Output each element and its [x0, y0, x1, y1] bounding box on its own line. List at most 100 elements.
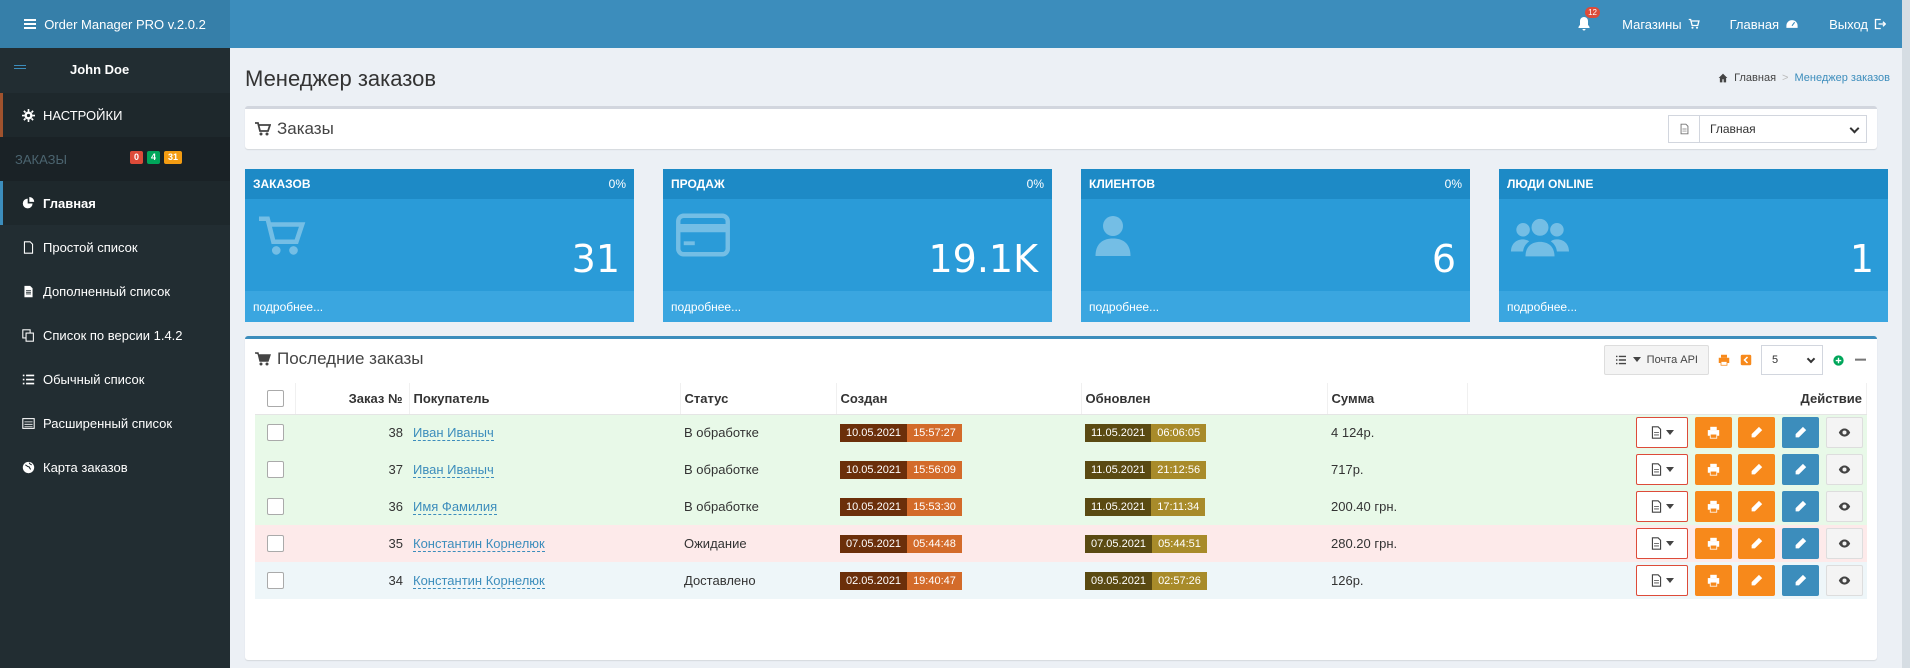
select-all-checkbox[interactable]: [267, 389, 284, 407]
print-button[interactable]: [1694, 417, 1732, 449]
stat-sales: ПРОДАЖ 0% 19.1K подробнее...: [663, 169, 1052, 322]
quick-edit-button[interactable]: [1738, 528, 1776, 559]
add-circle-icon[interactable]: [1831, 353, 1845, 367]
edit-button[interactable]: [1781, 491, 1819, 522]
buyer-link[interactable]: Иван Иваныч: [413, 425, 494, 442]
document-dropdown-button[interactable]: [1636, 565, 1688, 596]
print-button[interactable]: [1694, 491, 1732, 522]
eye-icon: [1838, 539, 1850, 548]
created-badge: 10.05.2021 15:56:09: [840, 460, 962, 479]
recent-orders-title-text: Последние заказы: [277, 349, 424, 368]
view-button[interactable]: [1825, 454, 1863, 485]
breadcrumb-home[interactable]: Главная: [1734, 72, 1777, 84]
stat-more-link[interactable]: подробнее...: [1081, 291, 1470, 322]
badge-processing: 4: [147, 151, 161, 164]
document-dropdown-button[interactable]: [1636, 417, 1688, 449]
print-icon[interactable]: [1717, 353, 1731, 367]
document-dropdown-button[interactable]: [1636, 454, 1688, 485]
row-checkbox[interactable]: [267, 572, 284, 589]
created-time: 05:44:48: [907, 534, 962, 553]
print-button[interactable]: [1694, 565, 1732, 596]
stat-label: ЛЮДИ ONLINE: [1507, 177, 1594, 191]
file-text-icon: [1651, 426, 1662, 440]
document-dropdown-button[interactable]: [1636, 491, 1688, 522]
view-button[interactable]: [1825, 528, 1863, 559]
list-icon: [21, 372, 35, 386]
column-header-order-no[interactable]: Заказ №: [295, 383, 410, 415]
created-badge: 07.05.2021 05:44:48: [840, 534, 962, 553]
shops-link[interactable]: Магазины: [1622, 17, 1700, 32]
stat-more-link[interactable]: подробнее...: [663, 291, 1052, 322]
menu-icon: [24, 19, 37, 29]
updated-date: 11.05.2021: [1085, 460, 1152, 479]
document-dropdown-button[interactable]: [1636, 528, 1688, 559]
orders-box: Заказы Главная: [245, 106, 1877, 149]
row-checkbox-cell: [255, 488, 295, 525]
column-header-status[interactable]: Статус: [680, 383, 837, 415]
buyer-link[interactable]: Константин Корнелюк: [413, 573, 545, 589]
quick-edit-button[interactable]: [1738, 565, 1776, 596]
sidebar: John Doe НАСТРОЙКИ ЗАКАЗЫ 0 4 31 Главная…: [0, 48, 230, 668]
column-header-updated[interactable]: Обновлен: [1081, 383, 1328, 415]
updated-time: 02:57:26: [1152, 571, 1207, 590]
buyer-link[interactable]: Имя Фамилия: [413, 499, 498, 515]
buyer-link[interactable]: Иван Иваныч: [413, 462, 494, 478]
sidebar-item-list-v142[interactable]: Список по версии 1.4.2: [0, 313, 230, 357]
pencil-icon: [1795, 574, 1807, 586]
row-checkbox[interactable]: [267, 461, 284, 478]
sidebar-item-extended-list[interactable]: Дополненный список: [0, 269, 230, 313]
sidebar-item-regular-list[interactable]: Обычный список: [0, 357, 230, 401]
sidebar-item-settings[interactable]: НАСТРОЙКИ: [0, 93, 230, 137]
sidebar-item-advanced-list[interactable]: Расширенный список: [0, 401, 230, 445]
created-date: 10.05.2021: [840, 460, 908, 479]
sidebar-item-home[interactable]: Главная: [0, 181, 230, 225]
edit-button[interactable]: [1781, 565, 1819, 596]
badge-new: 0: [130, 151, 144, 164]
top-navbar: Order Manager PRO v.2.0.2 12 Магазины Гл…: [0, 0, 1910, 48]
notifications-button[interactable]: 12: [1576, 7, 1601, 32]
sum-cell: 280.20 грн.: [1327, 525, 1467, 562]
row-checkbox[interactable]: [267, 424, 284, 442]
view-select[interactable]: Главная: [1700, 115, 1867, 143]
column-header-buyer[interactable]: Покупатель: [409, 383, 681, 415]
column-header-created[interactable]: Создан: [836, 383, 1082, 415]
home-link[interactable]: Главная: [1730, 17, 1799, 32]
stat-more-link[interactable]: подробнее...: [245, 291, 634, 322]
sidebar-item-simple-list[interactable]: Простой список: [0, 225, 230, 269]
stat-label: ПРОДАЖ: [671, 177, 725, 191]
row-checkbox[interactable]: [267, 535, 284, 552]
print-button[interactable]: [1694, 454, 1732, 485]
pencil-icon: [1795, 537, 1807, 549]
logout-link[interactable]: Выход: [1829, 17, 1886, 32]
list-icon: [1615, 355, 1626, 365]
page-size-select[interactable]: 5: [1761, 345, 1823, 375]
print-button[interactable]: [1694, 528, 1732, 559]
cart-icon: [1688, 18, 1700, 29]
row-checkbox[interactable]: [267, 498, 284, 515]
edit-button[interactable]: [1781, 454, 1819, 485]
quick-edit-button[interactable]: [1738, 454, 1776, 485]
collapse-icon[interactable]: [1853, 353, 1867, 367]
edit-button[interactable]: [1781, 417, 1819, 449]
file-text-icon: [1651, 463, 1662, 476]
row-checkbox-cell: [255, 525, 295, 562]
globe-icon: [21, 460, 35, 474]
view-button[interactable]: [1825, 491, 1863, 522]
gear-icon: [21, 108, 35, 122]
view-button[interactable]: [1825, 565, 1863, 596]
edit-button[interactable]: [1781, 528, 1819, 559]
quick-edit-button[interactable]: [1738, 417, 1776, 449]
buyer-cell: Иван Иваныч: [409, 451, 680, 488]
api-mail-dropdown[interactable]: Почта API: [1603, 345, 1709, 375]
sidebar-item-orders-map[interactable]: Карта заказов: [0, 445, 230, 489]
export-icon[interactable]: [1739, 353, 1753, 367]
column-header-sum[interactable]: Сумма: [1327, 383, 1468, 415]
buyer-link[interactable]: Константин Корнелюк: [413, 536, 545, 552]
view-button[interactable]: [1825, 417, 1863, 449]
app-brand[interactable]: Order Manager PRO v.2.0.2: [0, 0, 230, 48]
scrollbar[interactable]: [1902, 0, 1910, 668]
sidebar-item-label: Дополненный список: [43, 283, 171, 299]
quick-edit-button[interactable]: [1738, 491, 1776, 522]
created-badge: 02.05.2021 19:40:47: [840, 571, 962, 590]
stat-more-link[interactable]: подробнее...: [1499, 291, 1888, 322]
